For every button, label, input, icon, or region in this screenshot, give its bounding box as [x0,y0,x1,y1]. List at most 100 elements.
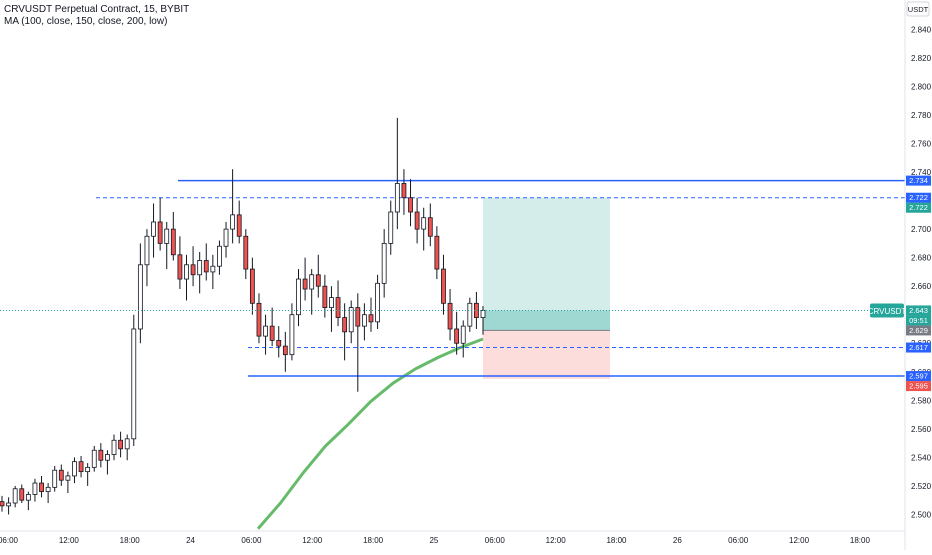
candle [263,314,268,355]
candle-body [32,482,38,495]
candle-body [131,328,137,440]
candle [309,269,315,315]
candle-body [348,307,354,333]
candle [72,457,77,484]
candle [157,197,163,251]
candle [342,303,348,361]
candle-body [441,268,446,304]
moving-average-line [256,337,484,530]
candle [434,226,440,280]
candle-body [52,469,58,488]
candle-body [315,274,321,287]
candle-body [39,482,44,493]
candle [348,300,354,344]
currency-badge [906,1,930,17]
y-tick-label: 2.800 [911,82,932,91]
candle-body [243,235,249,270]
candle [408,179,413,227]
candle-body [408,197,413,213]
candle [243,229,249,280]
candle [421,207,427,251]
candle [210,254,216,290]
price-label [906,192,931,203]
candle-body [12,488,18,504]
candle-body [223,228,229,247]
y-tick-label: 2.680 [911,254,932,263]
candle-body [164,228,170,244]
candle-body [454,328,460,344]
price-label-text: 2.722 [909,203,928,212]
candle [368,297,374,332]
candle [289,303,295,361]
candle [190,246,196,287]
x-tick-label: 24 [186,536,195,545]
candle-body [249,268,255,304]
candle [276,326,282,358]
candle [111,434,117,461]
candle-body [144,235,150,266]
price-label-text: 2.734 [909,176,928,185]
price-label-text: 2.643 [909,306,928,315]
candle-body [85,466,91,473]
price-label [906,175,931,186]
y-tick-label: 2.660 [911,282,932,291]
candle [98,443,104,468]
symbol-tag [870,303,904,318]
profit-zone [483,197,610,331]
price-label-text: 2.617 [909,343,928,352]
candle-body [368,314,374,323]
candle-body [421,217,427,230]
x-tick-label: 06:00 [0,536,19,545]
y-tick-label: 2.780 [911,111,932,120]
candle [85,463,91,486]
candle [223,221,229,258]
candle [414,197,420,244]
price-label-text: 09:51 [909,316,928,325]
candle-body [184,264,189,280]
candle-body [394,183,400,213]
candle [52,465,58,492]
y-tick-label: 2.520 [911,482,932,491]
candle-body [276,339,282,347]
candle [137,243,143,344]
price-label [906,202,931,213]
stop-loss-zone [483,330,610,379]
candle-body [236,214,242,237]
candle [197,251,203,294]
candle [467,297,473,332]
symbol-tag-label: CRVUSDT [868,307,907,316]
candle-body [217,245,222,267]
candle [355,293,361,392]
candle-body [401,183,407,199]
candle [256,293,262,344]
candle [249,257,255,315]
candle [302,257,308,301]
y-tick-label: 2.700 [911,225,932,234]
candle [124,434,130,461]
candle-body [230,214,236,230]
x-tick-label: 18:00 [606,536,627,545]
x-tick-label: 26 [673,536,682,545]
symbol-title[interactable]: CRVUSDT Perpetual Contract, 15, BYBIT [4,4,190,15]
candle [177,236,183,290]
candle-body [342,317,348,333]
y-tick-label: 2.560 [911,425,932,434]
candle-body [6,502,11,507]
price-label-text: 2.629 [909,326,928,335]
candle-body [381,242,387,284]
candle-body [388,211,394,244]
candle-body [105,454,110,461]
x-tick-label: 06:00 [241,536,262,545]
y-tick-label: 2.840 [911,25,932,34]
candle-body [197,260,203,276]
price-label-text: 2.597 [909,372,928,381]
candle-body [98,449,104,461]
indicator-title[interactable]: MA (100, close, 150, close, 200, low) [4,16,168,27]
candle-body [111,439,117,455]
y-tick-label: 2.760 [911,140,932,149]
candle-body [296,278,301,316]
candle [460,320,466,358]
candle [236,200,242,244]
